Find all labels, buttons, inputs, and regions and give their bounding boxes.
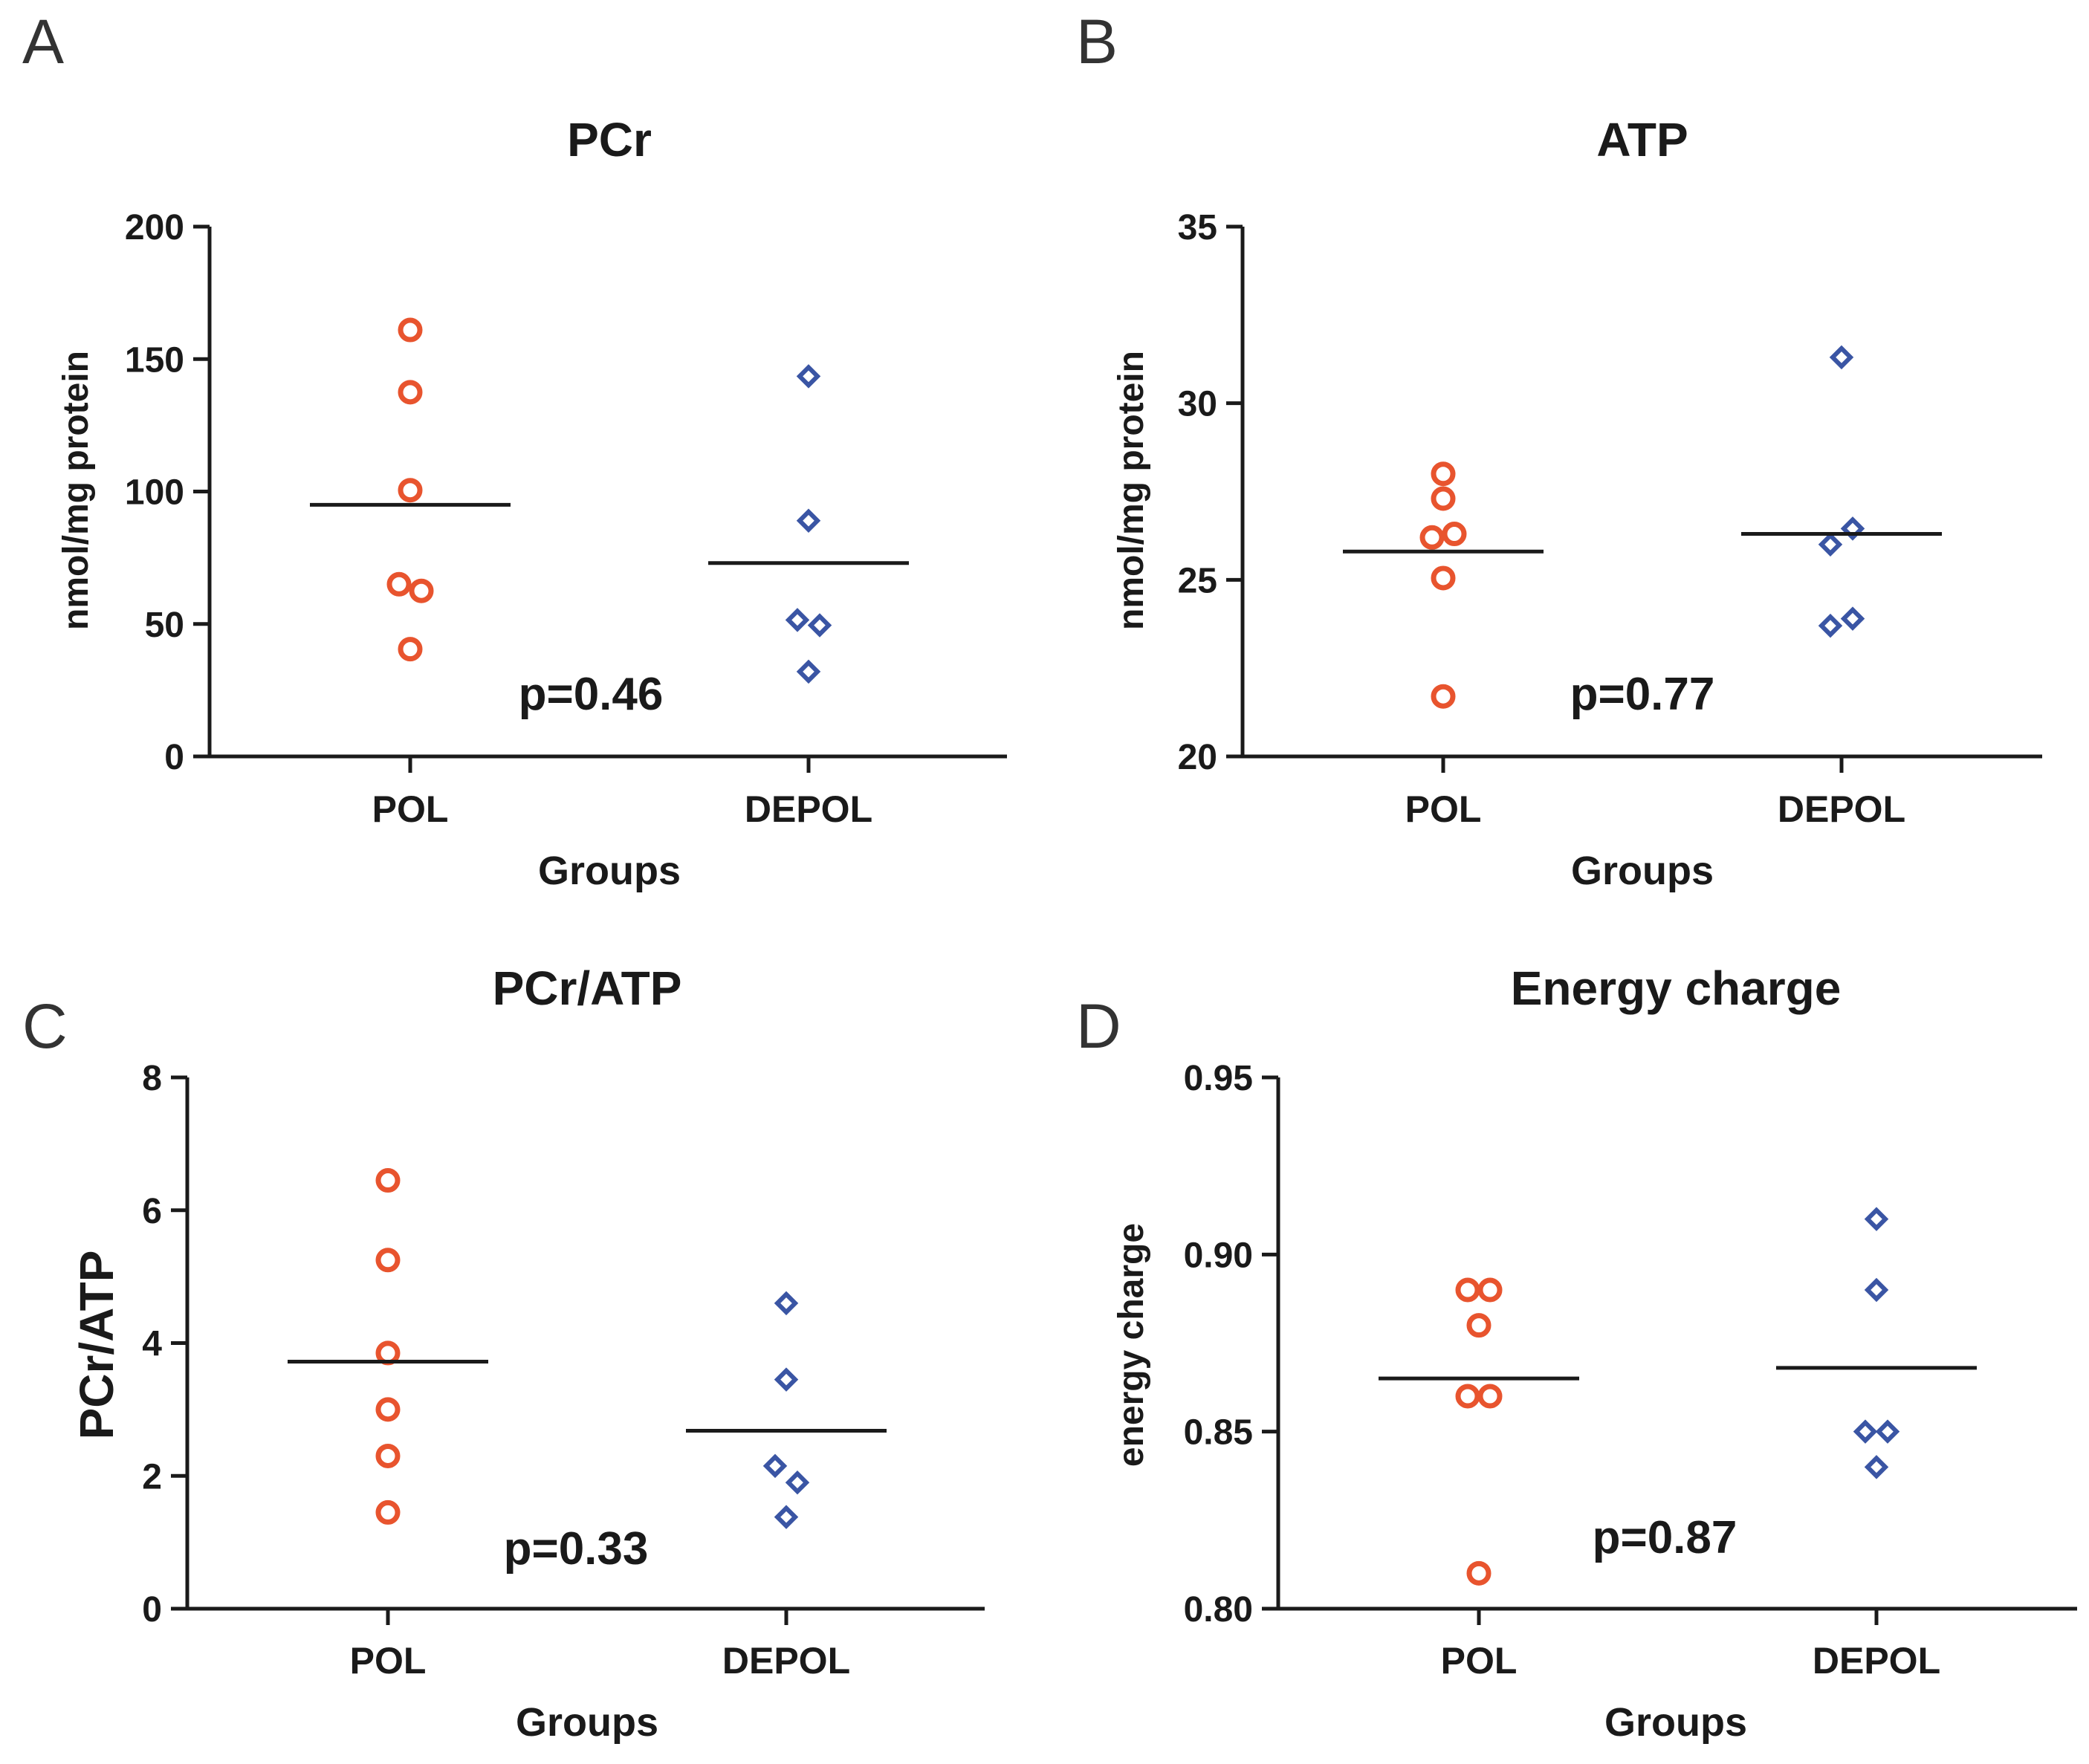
data-point-depol (785, 608, 810, 632)
p-value-annotation: p=0.33 (504, 1523, 649, 1575)
data-point-depol (796, 508, 821, 533)
y-axis-label: energy charge (1112, 1223, 1151, 1467)
data-point-depol (1818, 613, 1843, 638)
y-tick-label: 2 (142, 1457, 162, 1497)
y-tick-label: 8 (142, 1059, 162, 1098)
data-point-depol (774, 1505, 799, 1529)
data-point-pol (375, 1499, 401, 1525)
chart-title: PCr/ATP (493, 962, 682, 1015)
data-point-depol (1875, 1419, 1900, 1444)
data-point-pol (1477, 1277, 1503, 1303)
data-point-depol (1864, 1277, 1889, 1303)
data-point-depol (807, 613, 832, 638)
data-point-pol (375, 1340, 401, 1366)
data-point-depol (1853, 1419, 1878, 1444)
y-tick-label: 25 (1178, 561, 1217, 600)
y-tick-label: 150 (125, 340, 184, 380)
y-tick-label: 0.95 (1184, 1059, 1253, 1098)
data-point-pol (1455, 1277, 1480, 1303)
p-value-annotation: p=0.77 (1570, 669, 1715, 720)
y-tick-label: 0 (164, 738, 184, 777)
x-category-label: DEPOL (745, 788, 872, 830)
y-tick-label: 35 (1178, 208, 1217, 247)
y-tick-label: 50 (145, 606, 184, 645)
data-point-pol (1466, 1313, 1492, 1338)
x-category-label: POL (372, 788, 449, 830)
data-point-pol (1431, 565, 1456, 591)
data-point-pol (375, 1397, 401, 1422)
y-tick-label: 0.85 (1184, 1413, 1253, 1453)
data-point-depol (1829, 345, 1854, 370)
panel-letter: A (22, 7, 64, 77)
x-category-label: POL (350, 1640, 427, 1682)
data-point-pol (1455, 1384, 1480, 1409)
p-value-annotation: p=0.46 (519, 669, 664, 720)
x-axis-label: Groups (516, 1700, 658, 1745)
x-category-label: DEPOL (1813, 1640, 1940, 1682)
y-tick-label: 0 (142, 1590, 162, 1630)
y-axis-label: PCr/ATP (70, 1251, 123, 1440)
data-point-pol (398, 637, 423, 662)
data-point-pol (398, 317, 423, 343)
p-value-annotation: p=0.87 (1593, 1512, 1737, 1563)
data-point-pol (1431, 684, 1456, 709)
x-category-label: DEPOL (722, 1640, 850, 1682)
data-point-pol (1419, 525, 1445, 550)
x-axis-label: Groups (1571, 849, 1714, 893)
data-point-depol (1864, 1207, 1889, 1231)
data-point-pol (375, 1168, 401, 1193)
y-axis-label: nmol/mg protein (1112, 351, 1151, 630)
x-axis-label: Groups (538, 849, 681, 893)
data-point-pol (386, 571, 412, 597)
y-tick-label: 4 (142, 1325, 162, 1364)
data-point-pol (398, 478, 423, 503)
data-point-depol (1864, 1455, 1889, 1479)
data-point-depol (1818, 532, 1843, 557)
data-point-depol (796, 659, 821, 684)
y-tick-label: 6 (142, 1192, 162, 1231)
data-point-depol (774, 1367, 799, 1392)
x-axis-label: Groups (1604, 1700, 1747, 1745)
panel-c: C PCr/ATP PCr/ATP Groups p=0.33 POL DEPO… (22, 962, 985, 1745)
data-point-pol (375, 1248, 401, 1273)
data-point-pol (1431, 486, 1456, 511)
panel-letter: D (1076, 991, 1121, 1061)
panel-letter: C (22, 991, 68, 1061)
chart-title: PCr (567, 113, 652, 166)
data-point-depol (796, 364, 821, 389)
x-category-label: POL (1405, 788, 1482, 830)
chart-title: ATP (1596, 113, 1688, 166)
y-tick-label: 20 (1178, 738, 1217, 777)
data-point-depol (1840, 606, 1865, 631)
x-category-label: DEPOL (1778, 788, 1905, 830)
data-point-pol (375, 1443, 401, 1468)
data-point-depol (785, 1470, 810, 1495)
data-point-depol (1840, 516, 1865, 541)
data-point-pol (1442, 522, 1467, 547)
y-axis-label: nmol/mg protein (56, 351, 96, 630)
data-point-pol (398, 380, 423, 405)
panel-a: A PCr nmol/mg protein Groups p=0.46 POL … (22, 7, 1007, 893)
data-point-pol (1477, 1384, 1503, 1409)
data-point-pol (1466, 1560, 1492, 1586)
y-tick-label: 0.90 (1184, 1236, 1253, 1275)
y-tick-label: 30 (1178, 385, 1217, 424)
data-point-pol (409, 578, 434, 603)
panel-letter: B (1076, 7, 1118, 77)
panel-b: B ATP nmol/mg protein Groups p=0.77 POL … (1076, 7, 2042, 893)
chart-title: Energy charge (1511, 962, 1842, 1015)
y-tick-label: 100 (125, 473, 184, 513)
x-category-label: POL (1441, 1640, 1518, 1682)
data-point-depol (774, 1291, 799, 1316)
data-point-depol (762, 1453, 788, 1479)
panel-d: D Energy charge energy charge Groups p=0… (1076, 962, 2077, 1745)
y-tick-label: 0.80 (1184, 1590, 1253, 1630)
data-point-pol (1431, 461, 1456, 487)
y-tick-label: 200 (125, 208, 184, 247)
